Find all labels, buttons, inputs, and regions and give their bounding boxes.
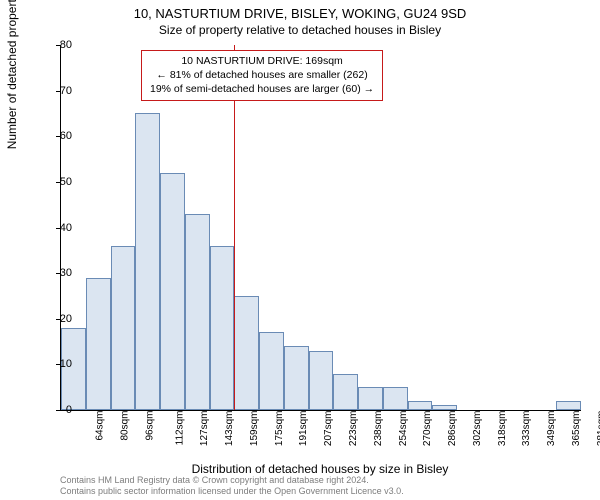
y-tick-label: 70 xyxy=(60,85,72,97)
histogram-bar xyxy=(284,346,309,410)
chart-wrapper: 10, NASTURTIUM DRIVE, BISLEY, WOKING, GU… xyxy=(0,0,600,500)
histogram-bar xyxy=(333,374,358,411)
y-tick-label: 80 xyxy=(60,39,72,51)
x-tick-label: 318sqm xyxy=(497,411,508,447)
y-tick-label: 30 xyxy=(60,267,72,279)
x-tick-label: 143sqm xyxy=(224,411,235,447)
x-tick-label: 223sqm xyxy=(348,411,359,447)
x-tick-label: 80sqm xyxy=(120,411,131,441)
x-tick-label: 159sqm xyxy=(249,411,260,447)
x-tick-label: 64sqm xyxy=(95,411,106,441)
annotation-box: 10 NASTURTIUM DRIVE: 169sqm← 81% of deta… xyxy=(141,50,383,101)
y-tick xyxy=(56,410,61,411)
x-tick-label: 254sqm xyxy=(398,411,409,447)
x-tick-label: 333sqm xyxy=(521,411,532,447)
x-tick-label: 191sqm xyxy=(299,411,310,447)
x-tick-label: 175sqm xyxy=(274,411,285,447)
histogram-bar xyxy=(135,113,160,410)
x-tick-label: 365sqm xyxy=(571,411,582,447)
histogram-bar xyxy=(234,296,259,410)
x-tick-label: 381sqm xyxy=(596,411,600,447)
attribution: Contains HM Land Registry data © Crown c… xyxy=(60,475,404,497)
histogram-bar xyxy=(86,278,111,410)
x-tick-label: 112sqm xyxy=(174,411,185,446)
x-tick-label: 207sqm xyxy=(323,411,334,447)
histogram-bar xyxy=(160,173,185,410)
attribution-line-2: Contains public sector information licen… xyxy=(60,486,404,497)
histogram-bar xyxy=(185,214,210,410)
histogram-bar xyxy=(358,387,383,410)
x-tick-label: 302sqm xyxy=(472,411,483,447)
x-tick-label: 127sqm xyxy=(200,411,211,447)
x-axis-title: Distribution of detached houses by size … xyxy=(60,462,580,476)
histogram-bar xyxy=(259,332,284,410)
y-tick-label: 20 xyxy=(60,313,72,325)
annotation-line-1: 10 NASTURTIUM DRIVE: 169sqm xyxy=(150,54,374,68)
chart-title-main: 10, NASTURTIUM DRIVE, BISLEY, WOKING, GU… xyxy=(0,6,600,21)
histogram-bar xyxy=(408,401,433,410)
x-tick-label: 286sqm xyxy=(447,411,458,447)
y-tick-label: 0 xyxy=(66,404,72,416)
histogram-bar xyxy=(432,405,457,410)
plot-area: 64sqm80sqm96sqm112sqm127sqm143sqm159sqm1… xyxy=(60,45,581,411)
chart-title-sub: Size of property relative to detached ho… xyxy=(0,23,600,37)
y-tick-label: 10 xyxy=(60,358,72,370)
x-tick-label: 349sqm xyxy=(546,411,557,447)
histogram-bar xyxy=(309,351,334,410)
y-tick-label: 40 xyxy=(60,222,72,234)
histogram-bar xyxy=(210,246,235,410)
x-tick-label: 238sqm xyxy=(373,411,384,447)
histogram-bar xyxy=(556,401,581,410)
histogram-bar xyxy=(111,246,136,410)
y-tick-label: 60 xyxy=(60,130,72,142)
y-axis-title: Number of detached properties xyxy=(5,0,19,149)
attribution-line-1: Contains HM Land Registry data © Crown c… xyxy=(60,475,404,486)
annotation-line-3: 19% of semi-detached houses are larger (… xyxy=(150,82,374,96)
y-tick-label: 50 xyxy=(60,176,72,188)
x-tick-label: 270sqm xyxy=(422,411,433,447)
histogram-bar xyxy=(383,387,408,410)
x-tick-label: 96sqm xyxy=(144,411,155,441)
annotation-line-2: ← 81% of detached houses are smaller (26… xyxy=(150,68,374,82)
